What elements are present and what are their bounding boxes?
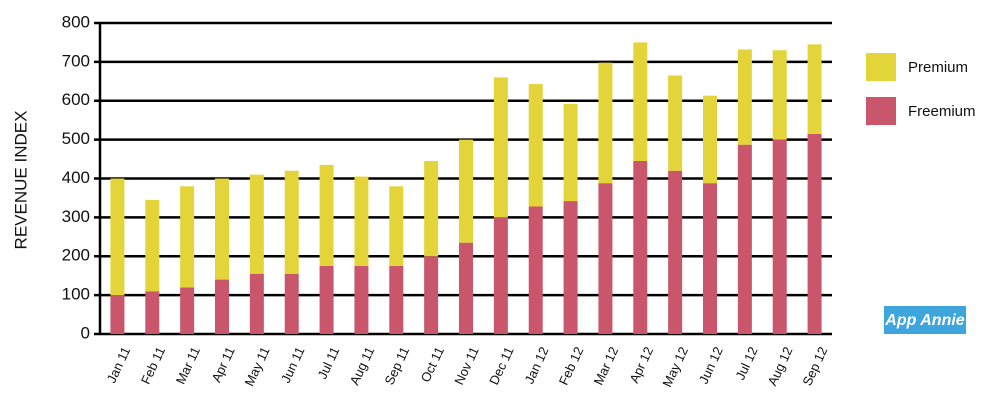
x-tick-label: Jan 12 (521, 344, 551, 386)
bar-segment (703, 183, 717, 334)
y-tick-label: 800 (62, 12, 90, 31)
bar-segment (807, 44, 822, 134)
bar-segment (145, 199, 160, 292)
bar-segment (737, 144, 752, 334)
bar-segment (180, 186, 195, 288)
bar-segment (807, 133, 822, 334)
bar-segment (145, 291, 160, 334)
bar-segment (598, 183, 613, 334)
bar-segment (319, 265, 334, 334)
bar-segment (633, 42, 648, 162)
x-tick-label: Sep 11 (382, 344, 413, 387)
x-tick-label: Mar 11 (173, 344, 203, 386)
bar-segment (598, 62, 613, 184)
x-tick-label: Aug 12 (765, 344, 796, 388)
bar-segment (389, 265, 404, 334)
legend-swatch (866, 97, 896, 125)
bar-segment (284, 170, 299, 274)
bar-segment (493, 217, 508, 334)
x-tick-label: Dec 11 (486, 344, 517, 387)
x-tick-label: Aug 11 (347, 344, 378, 387)
legend-swatch (866, 53, 896, 81)
x-tick-label: May 11 (241, 344, 272, 388)
x-tick-label: Nov 11 (451, 344, 482, 387)
x-tick-label: Apr 11 (208, 344, 237, 384)
bar-segment (633, 161, 648, 334)
bar-segment (668, 75, 683, 171)
x-tick-label: Feb 12 (556, 344, 587, 387)
bar-segment (563, 201, 578, 334)
bar-segment (737, 49, 752, 145)
x-tick-label: Feb 11 (138, 344, 168, 386)
bar-segment (563, 103, 578, 202)
x-tick-label: Jul 11 (315, 344, 343, 381)
y-tick-label: 200 (62, 246, 90, 265)
watermark: App Annie (884, 312, 965, 329)
bar-segment (493, 77, 508, 218)
watermark-bg (884, 306, 966, 334)
bar-segment (249, 273, 264, 334)
bar-segment (110, 178, 125, 296)
bar-segment (459, 242, 473, 334)
bar-segment (459, 139, 473, 243)
bar-segment (110, 295, 125, 334)
y-tick-label: 600 (62, 90, 90, 109)
bar-segment (703, 95, 717, 184)
bar-segment (319, 164, 334, 266)
bar-segment (424, 161, 439, 257)
y-axis-label: REVENUE INDEX (11, 111, 30, 250)
x-tick-label: May 12 (659, 344, 691, 389)
x-tick-label: Mar 12 (591, 344, 622, 387)
bar-segment (354, 265, 369, 334)
y-tick-label: 400 (62, 168, 90, 187)
x-tick-label: Apr 12 (626, 344, 656, 385)
x-tick-label: Jun 12 (696, 344, 726, 386)
bar-segment (528, 206, 543, 334)
bar-segment (249, 174, 264, 274)
y-tick-label: 300 (62, 207, 90, 226)
bar-segment (424, 256, 439, 334)
x-tick-label: Jul 12 (732, 344, 760, 382)
legend-label: Premium (908, 59, 968, 76)
x-tick-label: Jun 11 (278, 344, 308, 385)
x-tick-label: Oct 11 (418, 344, 447, 384)
x-tick-label: Sep 12 (799, 344, 830, 388)
bar-segment (180, 287, 195, 334)
bar-segment (215, 178, 229, 280)
bar-segment (772, 50, 787, 140)
bar-segment (354, 176, 369, 266)
y-tick-label: 0 (81, 323, 90, 342)
bar-segment (772, 139, 787, 334)
y-tick-label: 100 (62, 285, 90, 304)
bar-segment (284, 273, 299, 334)
x-tick-label: Jan 11 (104, 344, 134, 385)
bar-segment (215, 279, 229, 334)
y-tick-label: 700 (62, 51, 90, 70)
bar-segment (528, 84, 543, 207)
bar-segment (389, 186, 404, 266)
bar-segment (668, 170, 683, 334)
y-tick-label: 500 (62, 129, 90, 148)
legend-label: Freemium (908, 103, 976, 120)
